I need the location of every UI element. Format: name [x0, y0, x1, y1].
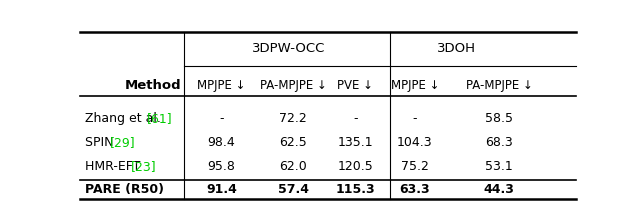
Text: 98.4: 98.4	[207, 136, 236, 149]
Text: [61]: [61]	[147, 112, 173, 125]
Text: PARE (R50): PARE (R50)	[85, 183, 164, 196]
Text: -: -	[413, 112, 417, 125]
Text: 3DPW-OCC: 3DPW-OCC	[252, 42, 325, 55]
Text: 63.3: 63.3	[399, 183, 430, 196]
Text: 53.1: 53.1	[485, 160, 513, 173]
Text: 135.1: 135.1	[337, 136, 373, 149]
Text: HMR-EFT: HMR-EFT	[85, 160, 145, 173]
Text: [29]: [29]	[110, 136, 136, 149]
Text: 44.3: 44.3	[484, 183, 515, 196]
Text: 115.3: 115.3	[335, 183, 375, 196]
Text: MPJPE ↓: MPJPE ↓	[197, 79, 246, 92]
Text: Zhang et al.: Zhang et al.	[85, 112, 165, 125]
Text: PA-MPJPE ↓: PA-MPJPE ↓	[260, 79, 326, 92]
Text: 58.5: 58.5	[485, 112, 513, 125]
Text: 75.2: 75.2	[401, 160, 429, 173]
Text: -: -	[219, 112, 223, 125]
Text: 72.2: 72.2	[280, 112, 307, 125]
Text: 104.3: 104.3	[397, 136, 433, 149]
Text: 91.4: 91.4	[206, 183, 237, 196]
Text: 57.4: 57.4	[278, 183, 308, 196]
Text: -: -	[353, 112, 358, 125]
Text: 120.5: 120.5	[337, 160, 373, 173]
Text: MPJPE ↓: MPJPE ↓	[390, 79, 439, 92]
Text: PA-MPJPE ↓: PA-MPJPE ↓	[466, 79, 532, 92]
Text: SPIN: SPIN	[85, 136, 118, 149]
Text: 68.3: 68.3	[485, 136, 513, 149]
Text: 3DOH: 3DOH	[438, 42, 476, 55]
Text: 62.0: 62.0	[280, 160, 307, 173]
Text: PVE ↓: PVE ↓	[337, 79, 373, 92]
Text: Method: Method	[125, 79, 182, 92]
Text: [23]: [23]	[131, 160, 157, 173]
Text: 62.5: 62.5	[280, 136, 307, 149]
Text: 95.8: 95.8	[207, 160, 236, 173]
